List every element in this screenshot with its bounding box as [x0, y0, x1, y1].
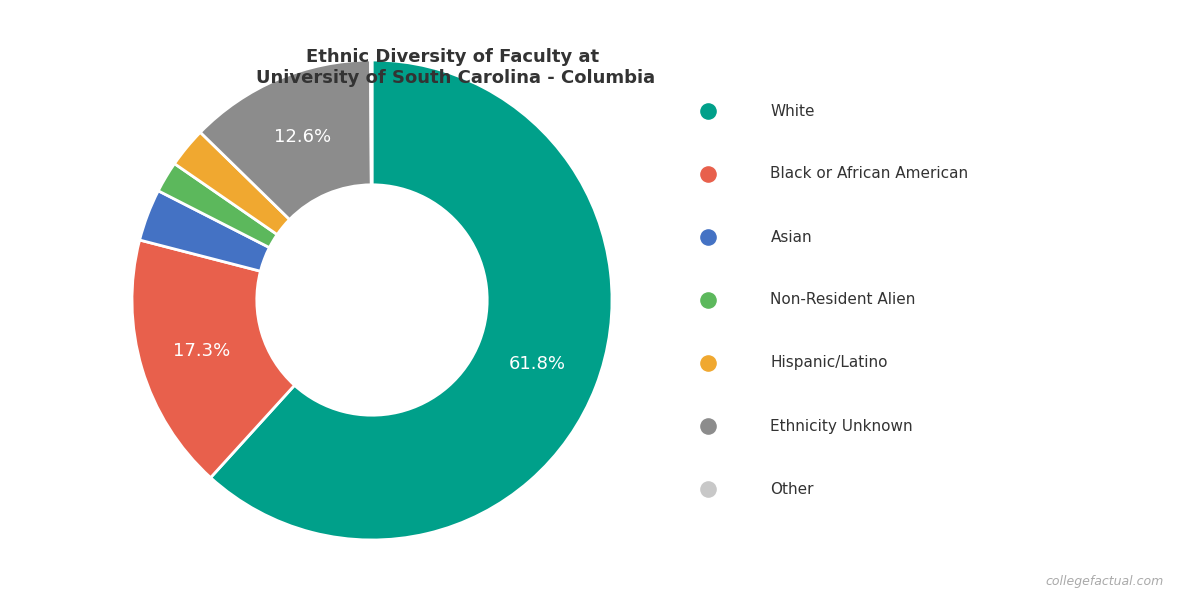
Wedge shape: [139, 191, 270, 271]
Text: White: White: [770, 103, 815, 118]
Text: 12.6%: 12.6%: [274, 128, 331, 146]
Text: Hispanic/Latino: Hispanic/Latino: [770, 355, 888, 370]
Wedge shape: [132, 240, 294, 478]
Wedge shape: [174, 133, 289, 235]
Wedge shape: [200, 60, 371, 220]
Wedge shape: [158, 164, 277, 248]
Text: 17.3%: 17.3%: [173, 342, 230, 360]
Text: Other: Other: [770, 481, 814, 497]
Point: [1133, 104, 1152, 114]
Text: Asian: Asian: [770, 230, 812, 245]
Text: Non-Resident Alien: Non-Resident Alien: [770, 292, 916, 307]
Text: Ethnicity Unknown: Ethnicity Unknown: [770, 419, 913, 433]
Text: 61.8%: 61.8%: [509, 355, 566, 373]
Wedge shape: [211, 60, 612, 540]
Wedge shape: [371, 60, 372, 185]
Text: Black or African American: Black or African American: [770, 166, 968, 181]
Text: Ethnic Diversity of Faculty at 
University of South Carolina - Columbia: Ethnic Diversity of Faculty at Universit…: [257, 48, 655, 87]
Text: collegefactual.com: collegefactual.com: [1045, 575, 1164, 588]
